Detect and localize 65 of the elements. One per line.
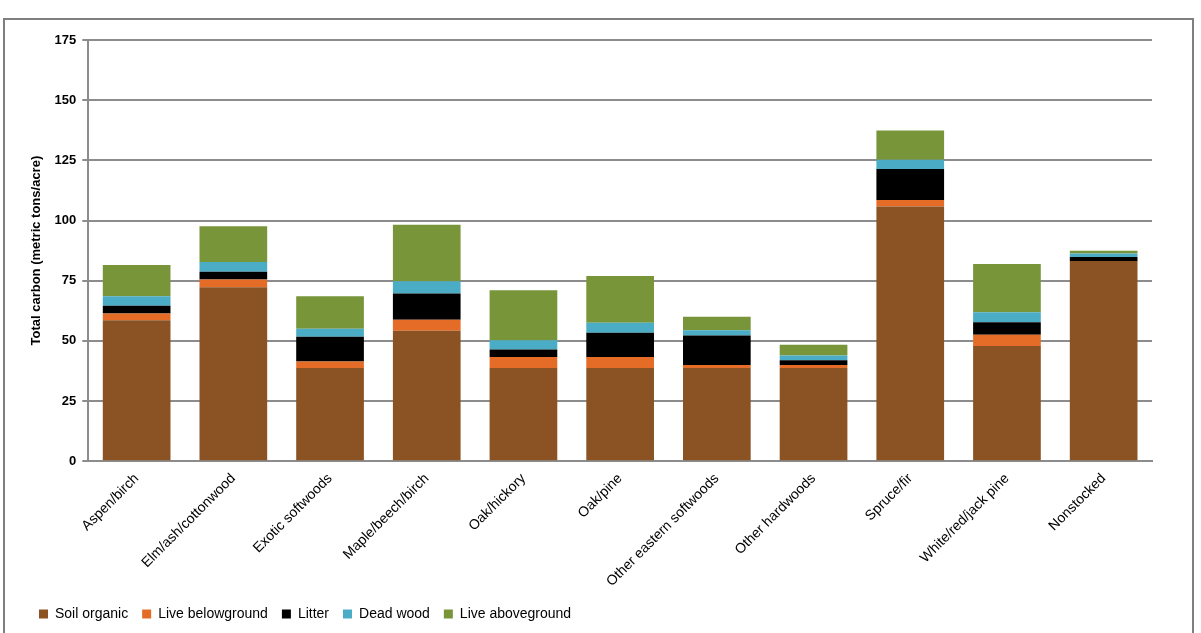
bar	[296, 328, 364, 337]
bar	[586, 332, 654, 358]
bar	[296, 296, 364, 329]
bar	[876, 159, 945, 170]
bar	[683, 335, 751, 365]
y-tick-label: 75	[61, 272, 77, 288]
bar	[683, 364, 751, 369]
bar	[586, 275, 654, 323]
bar	[296, 336, 364, 362]
bar	[876, 130, 945, 160]
bar	[392, 330, 461, 461]
bar	[199, 287, 268, 461]
bar	[392, 319, 461, 331]
bar	[876, 200, 945, 207]
bar	[199, 261, 268, 272]
bar	[586, 368, 654, 461]
bar	[296, 361, 364, 369]
bar	[683, 316, 751, 331]
bar	[779, 360, 848, 365]
bar	[489, 340, 558, 350]
y-tick-label: 25	[61, 392, 77, 408]
bar	[876, 206, 945, 461]
bar	[973, 263, 1041, 313]
legend-label: Dead wood	[359, 604, 430, 621]
bar	[392, 224, 461, 282]
bar	[489, 357, 558, 369]
bar	[199, 271, 268, 280]
bar	[199, 279, 268, 288]
bar	[489, 349, 558, 358]
bar	[296, 368, 364, 461]
y-tick-label: 50	[61, 332, 77, 348]
bar	[199, 226, 268, 262]
bar	[102, 305, 171, 314]
bar	[586, 322, 654, 333]
y-tick-label: 150	[54, 91, 77, 107]
y-tick-label: 100	[54, 212, 77, 228]
bar	[102, 313, 171, 321]
bar	[1069, 260, 1138, 461]
bar	[102, 320, 171, 461]
bar	[392, 293, 461, 320]
bar	[876, 169, 945, 201]
bar	[973, 334, 1041, 346]
legend-label: Litter	[297, 604, 330, 621]
bar	[683, 368, 751, 461]
bar	[779, 368, 848, 461]
bar	[1069, 256, 1138, 261]
bar	[973, 312, 1041, 323]
y-axis-title: Total carbon (metric tons/acre)	[28, 155, 44, 346]
bar	[586, 357, 654, 369]
legend-label: Live belowground	[158, 604, 268, 621]
bar	[973, 345, 1041, 461]
y-tick-label: 125	[54, 151, 77, 167]
bar	[102, 296, 171, 306]
legend-label: Soil organic	[55, 604, 129, 621]
y-tick-label: 0	[69, 452, 77, 468]
bar	[779, 364, 848, 369]
bar	[779, 344, 848, 356]
bar	[102, 265, 171, 297]
legend-label: Live aboveground	[459, 604, 572, 621]
y-tick-label: 175	[54, 31, 77, 47]
bar	[973, 322, 1041, 335]
bar	[489, 290, 558, 341]
bar	[489, 368, 558, 461]
bar	[683, 330, 751, 336]
bar	[392, 281, 461, 294]
